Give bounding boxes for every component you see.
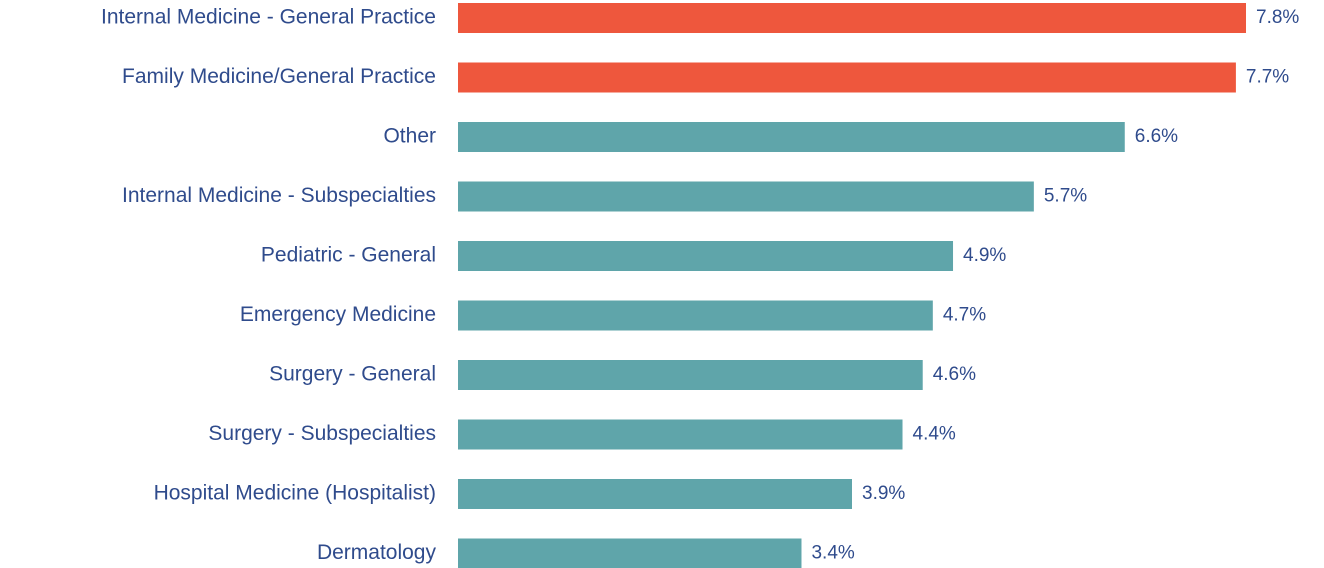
bar xyxy=(458,360,923,390)
category-label: Family Medicine/General Practice xyxy=(122,65,436,88)
category-label: Hospital Medicine (Hospitalist) xyxy=(154,482,436,505)
value-label: 3.9% xyxy=(862,483,905,504)
category-label: Surgery - Subspecialties xyxy=(208,422,436,445)
bar xyxy=(458,181,1034,212)
category-label: Surgery - General xyxy=(269,363,436,386)
category-label: Pediatric - General xyxy=(261,244,436,267)
value-label: 7.8% xyxy=(1256,7,1299,28)
category-label: Internal Medicine - General Practice xyxy=(101,6,436,29)
value-label: 4.4% xyxy=(913,424,956,445)
value-label: 5.7% xyxy=(1044,186,1087,207)
bar xyxy=(458,122,1125,152)
bar xyxy=(458,3,1246,33)
category-label: Dermatology xyxy=(317,541,437,564)
value-label: 7.7% xyxy=(1246,67,1289,88)
bar xyxy=(458,241,954,271)
category-label: Internal Medicine - Subspecialties xyxy=(122,184,436,207)
bar xyxy=(458,538,802,568)
value-label: 4.7% xyxy=(943,305,986,326)
value-label: 4.6% xyxy=(933,364,976,385)
value-label: 4.9% xyxy=(963,245,1006,266)
bar xyxy=(458,479,852,509)
value-label: 6.6% xyxy=(1135,126,1178,147)
bar xyxy=(458,62,1236,93)
category-label: Other xyxy=(383,125,436,148)
bar xyxy=(458,300,933,331)
bar xyxy=(458,419,903,450)
category-label: Emergency Medicine xyxy=(240,303,436,326)
value-label: 3.4% xyxy=(811,543,854,564)
